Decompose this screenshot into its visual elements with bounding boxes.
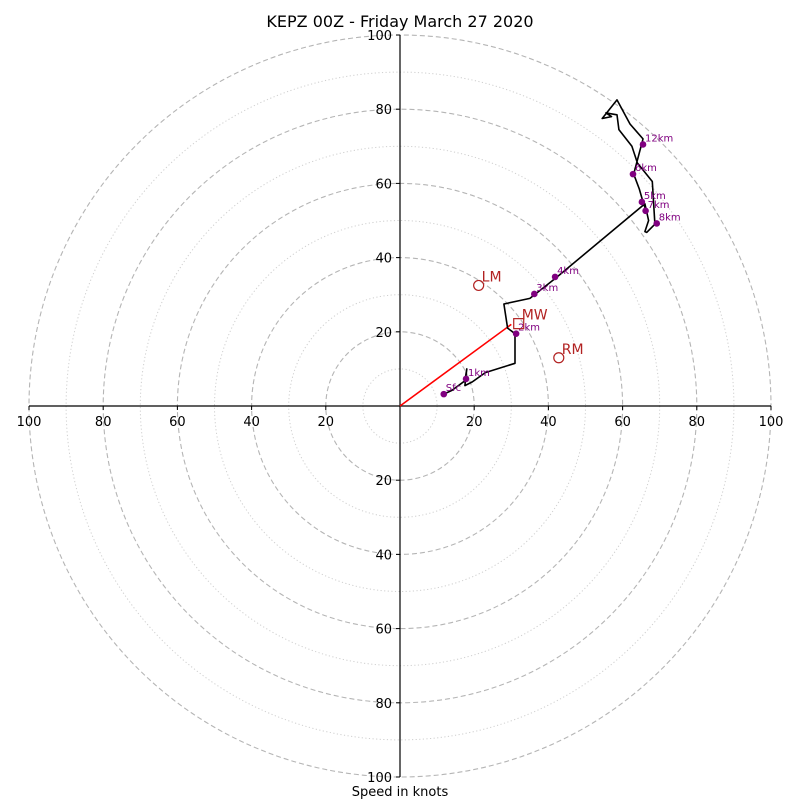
height-point-label: 2km	[518, 323, 540, 334]
height-point	[653, 220, 661, 227]
y-tick-label: 40	[375, 548, 392, 563]
height-point-label: 5km	[644, 191, 666, 202]
storm-motion-marker	[513, 318, 525, 330]
y-tick-label: 100	[367, 29, 392, 44]
x-tick-label: 80	[95, 415, 112, 430]
storm-motion-marker	[553, 352, 565, 364]
x-tick-label: 60	[169, 415, 186, 430]
height-point-label: 12km	[645, 133, 673, 144]
height-point-label: 1km	[468, 368, 490, 379]
height-point-label: 7km	[648, 200, 670, 211]
storm-motion-markers-layer: LM MW RM	[473, 269, 584, 364]
x-tick-label: 20	[318, 415, 335, 430]
y-tick-label: 60	[375, 623, 392, 638]
hodograph-trace-line	[443, 99, 656, 395]
y-tick-label: 20	[375, 326, 392, 341]
x-tick-label: 60	[614, 415, 631, 430]
storm-motion-marker	[473, 279, 485, 292]
x-tick-label: 40	[540, 415, 557, 430]
storm-motion-label: LM	[482, 269, 502, 285]
height-point	[462, 375, 470, 383]
hodograph-trace-layer	[399, 99, 656, 407]
shear-vector-line	[399, 323, 512, 407]
height-point	[629, 170, 637, 178]
x-tick-label: 80	[689, 415, 706, 430]
height-point	[531, 290, 538, 298]
y-tick-label: 80	[375, 697, 392, 712]
height-point	[638, 198, 646, 206]
y-tick-label: 100	[367, 771, 392, 786]
height-point-label: 4km	[557, 266, 579, 277]
height-point	[551, 273, 559, 281]
height-point	[639, 141, 647, 148]
height-point-label: 6km	[635, 163, 657, 174]
height-point	[512, 330, 520, 337]
height-point	[440, 390, 448, 398]
height-point-label: 8km	[659, 212, 681, 223]
storm-motion-label: MW	[522, 308, 548, 324]
x-tick-label: 100	[759, 415, 784, 430]
x-tick-label: 40	[243, 415, 260, 430]
height-point-label: Sfc	[446, 383, 461, 394]
x-tick-label: 20	[466, 415, 483, 430]
y-tick-label: 80	[375, 103, 392, 118]
storm-motion-label: RM	[562, 342, 584, 358]
x-axis-label: Speed in knots	[352, 785, 449, 800]
axis-ticks: 100 80 60 40 20 20 40 60 80 100 20 40 60 80 100 20 40 60 8…	[17, 29, 784, 786]
chart-title: KEPZ 00Z - Friday March 27 2020	[266, 12, 533, 31]
height-point-label: 3km	[536, 283, 558, 294]
x-tick-label: 100	[17, 415, 42, 430]
y-tick-label: 40	[375, 252, 392, 267]
y-tick-label: 60	[375, 177, 392, 192]
height-point	[642, 207, 649, 215]
y-tick-label: 20	[375, 474, 392, 489]
